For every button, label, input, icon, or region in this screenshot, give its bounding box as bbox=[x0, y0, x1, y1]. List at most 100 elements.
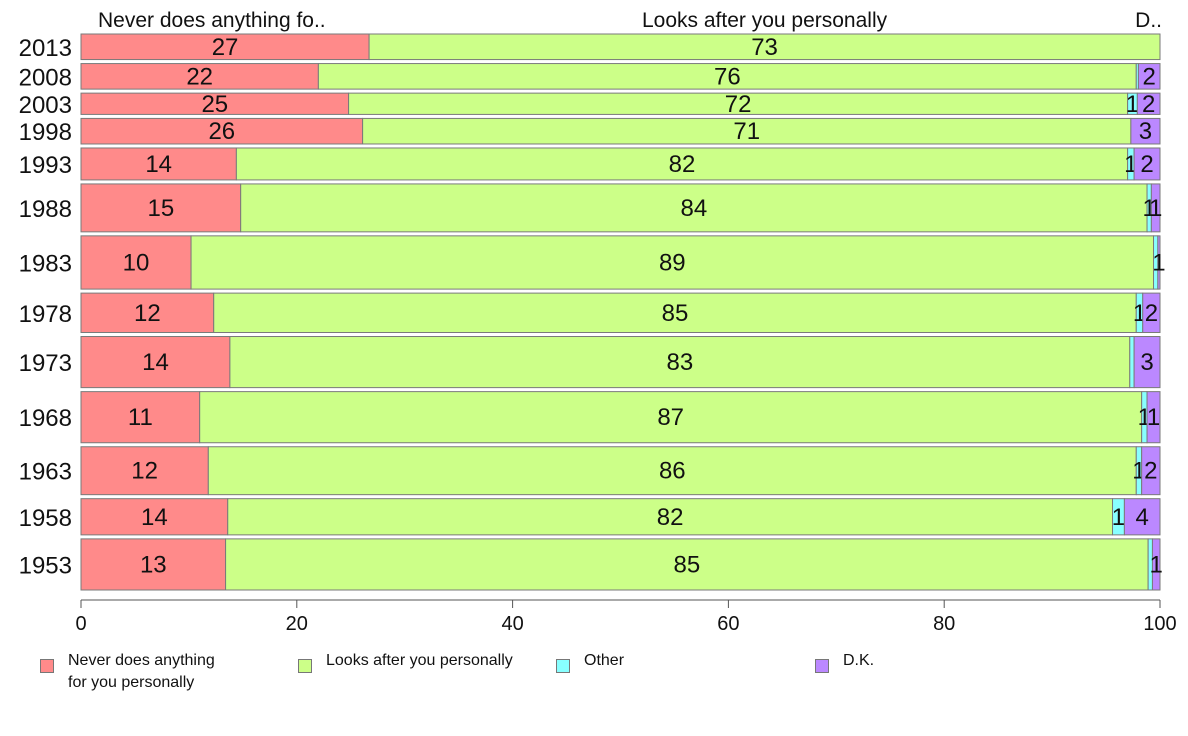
x-tick-label-20: 20 bbox=[286, 613, 308, 635]
bar-label-1958-2: 1 bbox=[1112, 504, 1125, 531]
bar-label-1983-3: 1 bbox=[1152, 249, 1165, 276]
y-tick-label-1958: 1958 bbox=[19, 505, 72, 532]
bar-segment-1968-3 bbox=[1146, 391, 1161, 444]
bar-label-2003-2: 1 bbox=[1126, 91, 1139, 118]
bar-label-2013-0: 27 bbox=[212, 34, 239, 61]
bar-label-1993-1: 82 bbox=[669, 151, 696, 178]
bar-label-1978-3: 2 bbox=[1145, 300, 1158, 327]
bar-label-2008-3: 2 bbox=[1143, 63, 1156, 90]
bar-segment-1988-3 bbox=[1150, 183, 1161, 233]
bar-segment-2008-0 bbox=[80, 63, 319, 90]
bar-label-2003-3: 2 bbox=[1142, 91, 1155, 118]
bar-label-1988-1: 84 bbox=[681, 195, 708, 222]
column-labels: Never does anything fo.. Looks after you … bbox=[98, 9, 1162, 32]
bar-segment-1963-0 bbox=[80, 446, 209, 496]
bar-label-1953-3: 1 bbox=[1150, 551, 1163, 578]
y-tick-label-1968: 1968 bbox=[19, 405, 72, 432]
y-tick-label-1988: 1988 bbox=[19, 196, 72, 223]
bar-label-1998-3: 3 bbox=[1139, 118, 1152, 145]
bar-segment-1998-1 bbox=[362, 117, 1132, 145]
x-tick-label-100: 100 bbox=[1143, 613, 1176, 635]
legend-label-other: Other bbox=[584, 652, 625, 669]
bar-segment-1993-3 bbox=[1133, 147, 1161, 181]
y-tick-label-2013: 2013 bbox=[19, 35, 72, 62]
bar-segment-2013-1 bbox=[368, 33, 1161, 61]
bar-segment-1998-3 bbox=[1130, 117, 1161, 145]
bar-label-1973-1: 83 bbox=[666, 349, 693, 376]
legend-swatch-other bbox=[556, 659, 570, 673]
bar-segment-1973-2 bbox=[1129, 336, 1135, 389]
x-tick-label-60: 60 bbox=[717, 613, 739, 635]
y-tick-label-1973: 1973 bbox=[19, 350, 72, 377]
bar-label-1968-3: 1 bbox=[1147, 404, 1160, 431]
bar-segment-1973-1 bbox=[229, 336, 1131, 389]
bar-segment-1958-3 bbox=[1123, 498, 1161, 536]
bar-segment-1968-0 bbox=[80, 391, 201, 444]
bar-label-1978-0: 12 bbox=[134, 300, 161, 327]
bar-segment-1973-0 bbox=[80, 336, 231, 389]
bar-segment-2008-3 bbox=[1137, 63, 1161, 90]
x-axis: 0 20 40 60 80 100 bbox=[75, 599, 1177, 635]
bar-segment-1978-3 bbox=[1142, 292, 1161, 334]
legend-label-never: Never does anything for you personally bbox=[68, 652, 215, 691]
bar-label-1968-0: 11 bbox=[128, 404, 153, 431]
bar-label-1973-3: 3 bbox=[1140, 349, 1153, 376]
column-label-1: Looks after you personally bbox=[642, 9, 888, 32]
y-tick-label-1998: 1998 bbox=[19, 119, 72, 146]
bar-label-1953-0: 13 bbox=[140, 551, 167, 578]
x-tick-label-80: 80 bbox=[933, 613, 955, 635]
bar-label-1998-0: 26 bbox=[208, 118, 235, 145]
bar-segment-2013-0 bbox=[80, 33, 370, 61]
y-tick-label-2003: 2003 bbox=[19, 92, 72, 119]
y-tick-label-1983: 1983 bbox=[19, 250, 72, 277]
y-tick-label-1963: 1963 bbox=[19, 459, 72, 486]
bar-label-1963-1: 86 bbox=[659, 458, 686, 485]
bar-label-2008-1: 76 bbox=[714, 63, 741, 90]
legend-label-looks-after: Looks after you personally bbox=[326, 652, 513, 669]
y-tick-label-1953: 1953 bbox=[19, 552, 72, 579]
bar-label-1978-1: 85 bbox=[662, 300, 689, 327]
bar-label-1958-0: 14 bbox=[141, 504, 168, 531]
bar-segment-1963-1 bbox=[207, 446, 1137, 496]
bar-segment-1978-0 bbox=[80, 292, 215, 334]
bar-label-1993-0: 14 bbox=[145, 151, 172, 178]
bar-segment-1953-1 bbox=[225, 538, 1149, 591]
bar-segment-1983-0 bbox=[80, 235, 192, 290]
bar-label-1958-3: 4 bbox=[1136, 504, 1149, 531]
legend-item-other: Other bbox=[556, 650, 624, 673]
bar-label-1973-0: 14 bbox=[142, 349, 169, 376]
bar-label-2013-1: 73 bbox=[751, 34, 778, 61]
legend-label-dk: D.K. bbox=[843, 652, 875, 669]
bar-label-1958-1: 82 bbox=[657, 504, 684, 531]
legend-swatch-never bbox=[40, 659, 54, 673]
bar-segment-1973-3 bbox=[1133, 336, 1161, 389]
bar-label-1998-1: 71 bbox=[733, 118, 760, 145]
bar-segment-1993-0 bbox=[80, 147, 237, 181]
bar-segment-1993-1 bbox=[235, 147, 1129, 181]
bar-segment-1988-1 bbox=[240, 183, 1148, 233]
legend-item-dk: D.K. bbox=[815, 650, 874, 673]
bar-label-1988-3: 1 bbox=[1149, 195, 1162, 222]
legend-swatch-looks-after bbox=[298, 659, 312, 673]
bar-segment-1953-3 bbox=[1151, 538, 1161, 591]
bar-label-1983-1: 89 bbox=[659, 249, 686, 276]
bar-label-2003-1: 72 bbox=[725, 91, 752, 118]
bar-segment-1978-1 bbox=[213, 292, 1137, 334]
bar-segment-1968-1 bbox=[199, 391, 1143, 444]
legend-item-looks-after: Looks after you personally bbox=[298, 650, 513, 673]
bar-label-1993-3: 2 bbox=[1140, 151, 1153, 178]
bar-label-1988-0: 15 bbox=[147, 195, 174, 222]
x-tick-label-0: 0 bbox=[75, 613, 86, 635]
legend-swatch-dk bbox=[815, 659, 829, 673]
bar-segment-1953-0 bbox=[80, 538, 227, 591]
legend: Never does anything for you personally L… bbox=[0, 650, 1188, 710]
bar-segment-2003-3 bbox=[1136, 92, 1161, 115]
column-label-0: Never does anything fo.. bbox=[98, 9, 326, 32]
x-tick-label-40: 40 bbox=[501, 613, 523, 635]
bar-segment-1983-1 bbox=[190, 235, 1155, 290]
y-tick-label-1993: 1993 bbox=[19, 152, 72, 179]
bar-label-1963-3: 2 bbox=[1144, 458, 1157, 485]
